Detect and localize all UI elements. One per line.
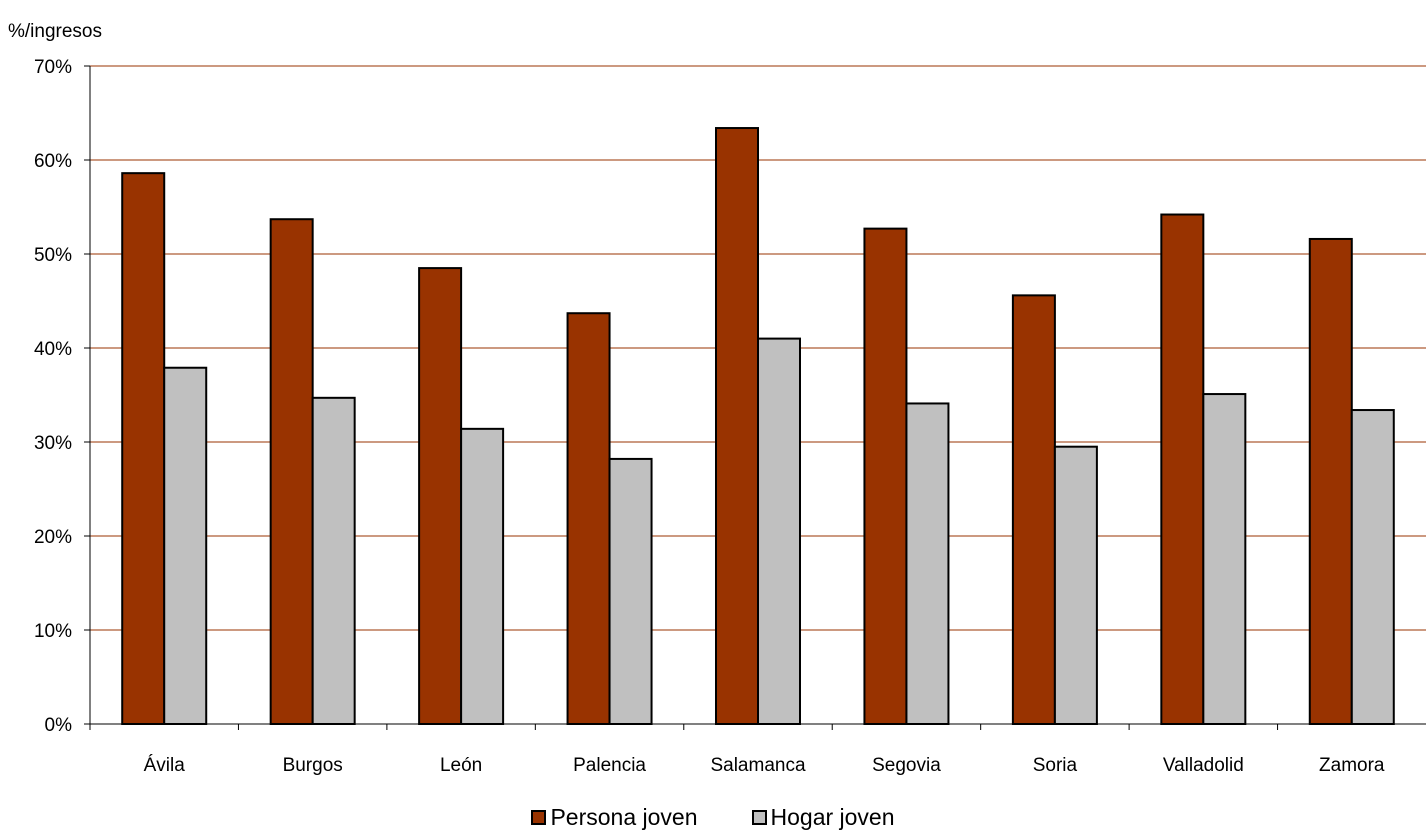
x-category-label-palencia: Palencia bbox=[573, 755, 646, 776]
legend-label-hogar-joven: Hogar joven bbox=[770, 804, 895, 830]
y-tick-label-70: 70% bbox=[34, 57, 72, 78]
legend-label-persona-joven: Persona joven bbox=[550, 804, 698, 830]
bar-persona-joven-burgos bbox=[269, 218, 314, 725]
bar-persona-joven-valladolid bbox=[1160, 213, 1205, 726]
legend-swatch-hogar-joven bbox=[751, 809, 767, 825]
bar-persona-joven-segovia bbox=[863, 227, 908, 725]
y-tick-label-0: 0% bbox=[45, 715, 73, 736]
bar-persona-joven-soria bbox=[1011, 294, 1056, 725]
bar-persona-joven-palencia bbox=[566, 312, 611, 725]
bar-hogar-joven-palencia bbox=[608, 457, 653, 725]
bars bbox=[121, 127, 1395, 726]
x-category-label-salamanca: Salamanca bbox=[710, 755, 805, 776]
legend-item-persona-joven: Persona joven bbox=[531, 804, 698, 830]
legend-item-hogar-joven: Hogar joven bbox=[751, 804, 895, 830]
bar-hogar-joven-soria bbox=[1053, 445, 1098, 725]
bar-persona-joven-salamanca bbox=[715, 127, 759, 726]
x-category-label-segovia: Segovia bbox=[872, 755, 941, 776]
bar-persona-joven-leon bbox=[418, 267, 463, 725]
y-tick-label-50: 50% bbox=[34, 245, 72, 266]
y-tick-label-40: 40% bbox=[34, 339, 72, 360]
legend: Persona joven Hogar joven bbox=[0, 802, 1426, 832]
bar-persona-joven-zamora bbox=[1308, 237, 1353, 726]
legend-swatch-persona-joven bbox=[531, 809, 547, 825]
bar-hogar-joven-avila bbox=[163, 366, 208, 725]
x-category-label-avila: Ávila bbox=[144, 755, 186, 776]
x-category-label-zamora: Zamora bbox=[1319, 755, 1385, 776]
bar-hogar-joven-valladolid bbox=[1202, 393, 1247, 725]
x-category-label-burgos: Burgos bbox=[283, 755, 343, 776]
bar-hogar-joven-leon bbox=[460, 427, 505, 725]
bar-hogar-joven-salamanca bbox=[757, 337, 801, 725]
bar-persona-joven-avila bbox=[121, 172, 166, 726]
y-tick-label-20: 20% bbox=[34, 527, 72, 548]
y-tick-label-10: 10% bbox=[34, 621, 72, 642]
bar-hogar-joven-burgos bbox=[311, 396, 356, 725]
x-category-label-soria: Soria bbox=[1033, 755, 1078, 776]
y-axis-ticks: 0% 10% 20% 30% 40% 50% 60% 70% bbox=[34, 57, 90, 736]
bar-hogar-joven-segovia bbox=[905, 402, 950, 725]
x-category-label-valladolid: Valladolid bbox=[1163, 755, 1244, 776]
x-category-label-leon: León bbox=[440, 755, 482, 776]
axes bbox=[89, 66, 1426, 725]
y-tick-label-30: 30% bbox=[34, 433, 72, 454]
y-axis-unit-label: %/ingresos bbox=[8, 21, 102, 42]
x-axis-category-labels: Ávila Burgos León Palencia Salamanca Segovia S… bbox=[89, 724, 1385, 776]
y-tick-label-60: 60% bbox=[34, 151, 72, 172]
bar-hogar-joven-zamora bbox=[1350, 409, 1395, 725]
